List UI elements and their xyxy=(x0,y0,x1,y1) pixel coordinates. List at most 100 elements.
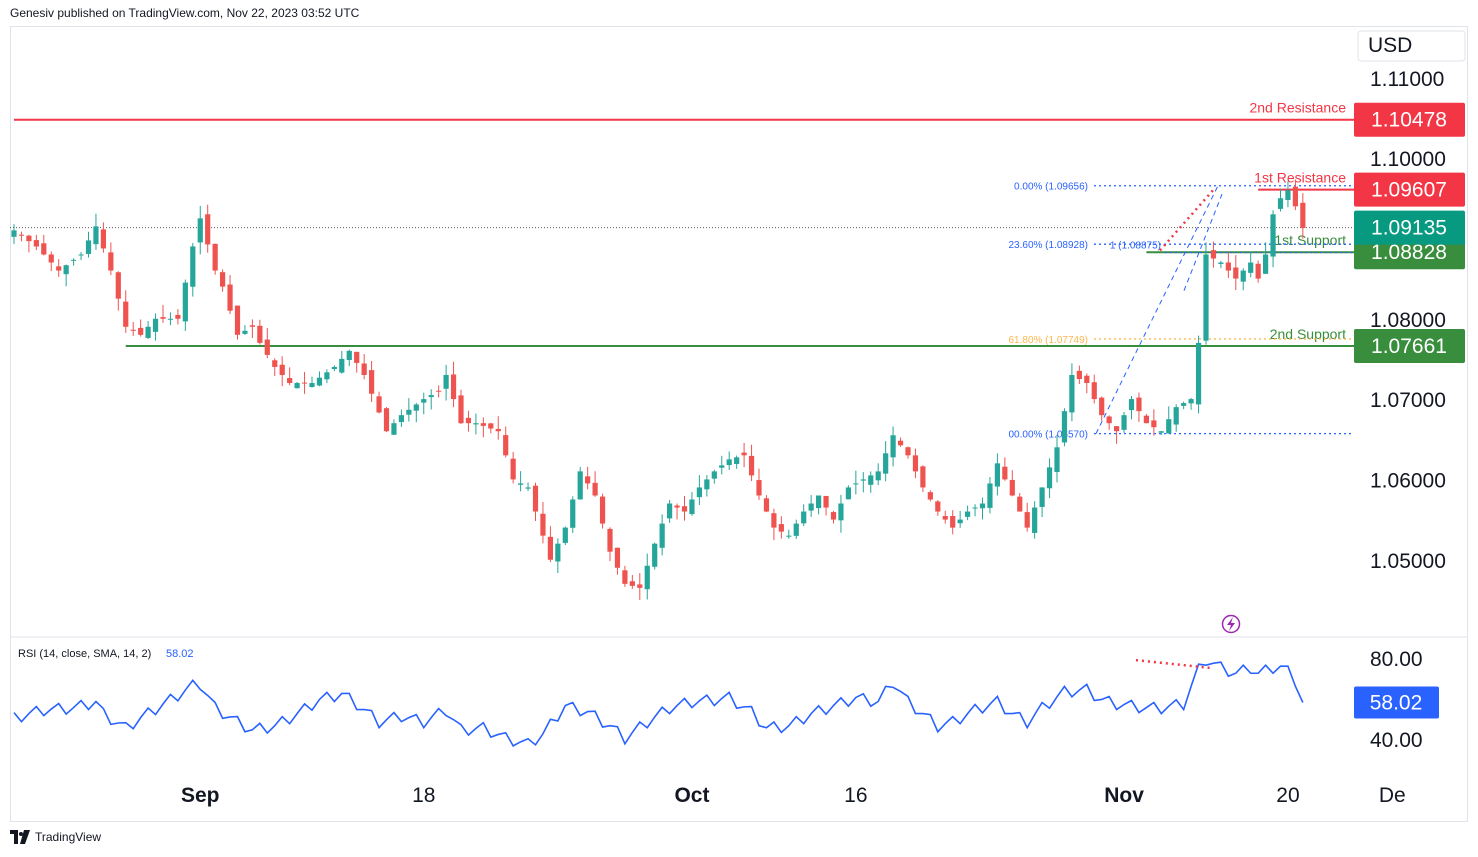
candle-body xyxy=(398,415,404,423)
candle-body xyxy=(1114,426,1120,432)
last-price-value: 1.09135 xyxy=(1371,217,1447,240)
time-tick-label: De xyxy=(1379,784,1406,807)
candle-body xyxy=(987,483,993,508)
candle-body xyxy=(786,535,792,537)
candle-body xyxy=(838,503,844,521)
candle-body xyxy=(778,524,784,532)
candle-body xyxy=(555,543,561,562)
fib-label: 23.60% (1.08928) xyxy=(1008,240,1088,251)
candle-body xyxy=(93,226,99,245)
candle-body xyxy=(994,463,1000,487)
price-tag-value: 1.07661 xyxy=(1371,335,1447,358)
candle-body xyxy=(465,417,472,424)
candle-body xyxy=(152,318,159,332)
footer: TradingView xyxy=(10,830,101,844)
candle-body xyxy=(279,364,285,375)
time-tick-label: Nov xyxy=(1104,784,1144,807)
lightning-icon xyxy=(1221,614,1241,634)
candle-body xyxy=(264,339,270,355)
candle-body xyxy=(897,440,904,446)
candle-body xyxy=(1277,198,1284,209)
rsi-line xyxy=(13,661,1304,747)
lightning-icon-bolt xyxy=(1227,617,1235,631)
candle-body xyxy=(540,513,546,536)
candle-body xyxy=(875,471,881,481)
candle-body xyxy=(652,543,658,567)
candle-body xyxy=(1054,447,1060,473)
rsi-pane: RSI (14, close, SMA, 14, 2) 58.02 80.00 40.… xyxy=(10,636,1468,752)
candle-body xyxy=(890,435,896,458)
candle-body xyxy=(689,499,695,515)
candle-body xyxy=(667,503,673,519)
candle-body xyxy=(1099,397,1105,416)
candle-body xyxy=(488,423,494,429)
candle-body xyxy=(182,282,188,322)
candle-body xyxy=(130,329,136,331)
candle-body xyxy=(629,581,635,586)
candle-body xyxy=(361,363,367,375)
candle-body xyxy=(1210,250,1217,259)
candle-body xyxy=(1143,415,1149,424)
candle-body xyxy=(294,383,300,389)
candle-body xyxy=(577,471,583,500)
rsi-legend-label: RSI (14, close, SMA, 14, 2) xyxy=(18,648,151,660)
candle-body xyxy=(599,496,606,524)
candle-body xyxy=(912,455,919,472)
candle-body xyxy=(562,527,568,543)
candle-body xyxy=(309,383,315,388)
price-tick-label: 1.07000 xyxy=(1370,389,1446,412)
candle-body xyxy=(1024,512,1030,528)
candle-body xyxy=(1017,496,1023,512)
publisher-line: Genesiv published on TradingView.com, No… xyxy=(10,6,360,20)
tradingview-logo-icon xyxy=(10,830,30,844)
candle-body xyxy=(1195,342,1202,405)
candle-body xyxy=(808,503,814,511)
currency-label: USD xyxy=(1368,34,1412,57)
candle-body xyxy=(1002,466,1008,480)
candle-body xyxy=(704,479,710,490)
candle-body xyxy=(100,229,106,249)
candle-body xyxy=(115,272,121,299)
candle-body xyxy=(585,476,591,484)
fib-label: 00.00% (1.06570) xyxy=(1008,430,1088,441)
time-tick-label: Oct xyxy=(674,784,709,807)
candle-body xyxy=(391,423,397,435)
fib-extension-label: 1 (1.08875) xyxy=(1110,240,1161,251)
candle-body xyxy=(1061,411,1068,443)
tradingview-brand: TradingView xyxy=(35,830,102,844)
candle-body xyxy=(1121,415,1127,430)
candle-body xyxy=(450,374,457,400)
price-tag-value: 1.08828 xyxy=(1371,241,1447,264)
candle-body xyxy=(48,254,54,263)
candle-body xyxy=(734,457,740,464)
candle-body xyxy=(354,351,360,363)
price-tag-2nd-resistance xyxy=(1354,102,1465,137)
candle-body xyxy=(979,503,986,509)
candle-body xyxy=(1158,431,1164,433)
price-tag-value: 1.09607 xyxy=(1371,179,1447,202)
candle-body xyxy=(413,404,419,411)
chart-frame xyxy=(10,26,1468,822)
candle-body xyxy=(823,495,829,508)
candle-body xyxy=(443,374,449,389)
candle-body xyxy=(458,395,464,424)
candle-body xyxy=(830,512,837,520)
time-axis: Sep 18 Oct 16 Nov 20 De xyxy=(181,784,1406,807)
candle-body xyxy=(532,485,539,512)
candle-body xyxy=(510,458,516,480)
level-label-1st-support: 1st Support xyxy=(1274,232,1346,248)
candle-body xyxy=(696,487,702,498)
candle-body xyxy=(644,565,650,590)
candle-body xyxy=(950,516,956,528)
candle-body xyxy=(1300,202,1306,228)
candle-body xyxy=(853,483,859,485)
candle-body xyxy=(1084,375,1090,384)
candle-body xyxy=(868,475,874,485)
currency-box xyxy=(1357,30,1466,62)
candle-body xyxy=(85,240,92,254)
price-tick-label: 1.06000 xyxy=(1370,469,1446,492)
candle-body xyxy=(1233,267,1239,279)
fib-trendline xyxy=(1183,194,1223,291)
candle-body xyxy=(771,513,777,528)
